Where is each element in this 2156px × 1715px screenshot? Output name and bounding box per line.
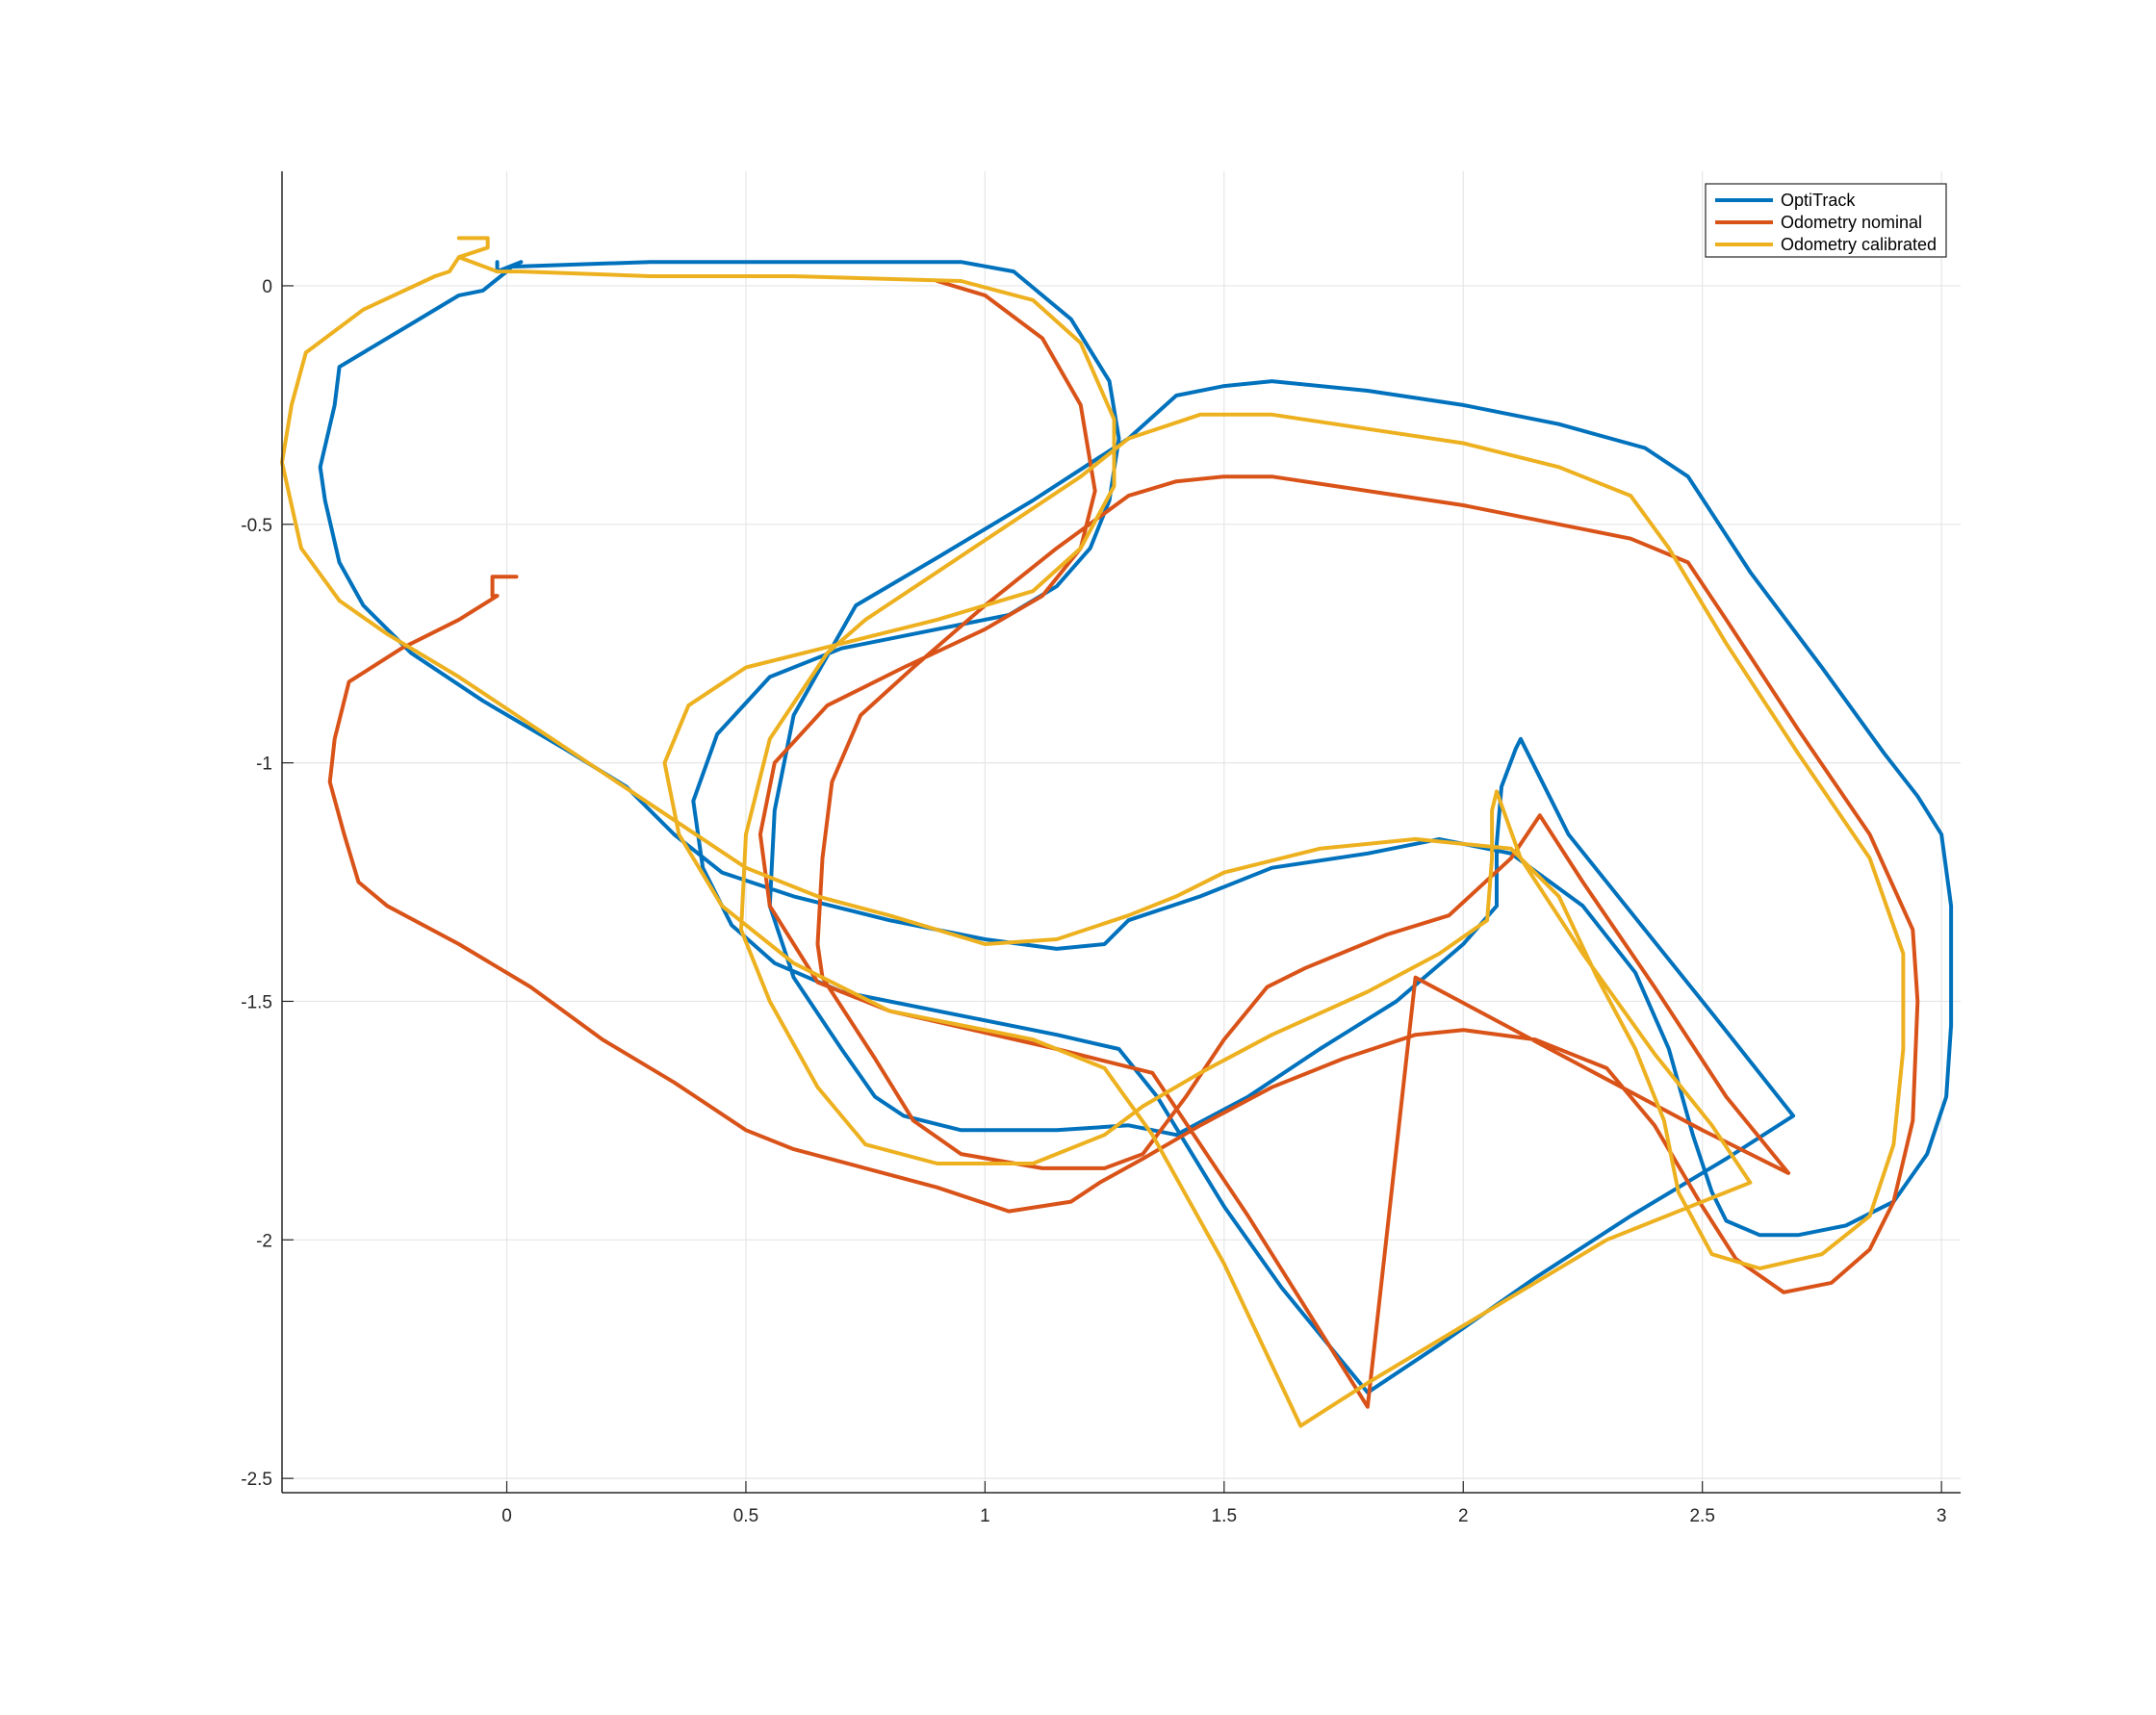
x-tick-label: 3 <box>1937 1506 1947 1526</box>
y-tick-label: -1.5 <box>241 992 272 1012</box>
y-tick-label: -1 <box>256 755 272 775</box>
legend-label-3: Odometry calibrated <box>1781 235 1937 254</box>
plot-lines <box>280 236 1954 1428</box>
y-tick-label: -2.5 <box>241 1470 272 1490</box>
legend-label-2: Odometry nominal <box>1781 213 1922 232</box>
plot-area <box>282 171 1961 1493</box>
y-tick-label: 0 <box>262 277 272 297</box>
x-tick-label: 0 <box>501 1506 512 1526</box>
legend-label-1: OptiTrack <box>1781 191 1856 210</box>
tick-labels: 0 0.5 1 1.5 2 2.5 3 0 -0.5 -1 -1.5 -2 -2.5 <box>241 277 1946 1526</box>
series-line-2 <box>327 279 1920 1409</box>
y-tick-label: -2 <box>256 1231 272 1251</box>
legend[interactable]: OptiTrack Odometry nominal Odometry calibr… <box>1705 183 1947 258</box>
x-tick-label: 2.5 <box>1689 1506 1714 1526</box>
x-tick-label: 1 <box>980 1506 990 1526</box>
x-tick-label: 1.5 <box>1212 1506 1237 1526</box>
x-tick-label: 2 <box>1458 1506 1469 1526</box>
series-line-3 <box>280 236 1906 1428</box>
axes <box>281 171 1961 1494</box>
x-tick-label: 0.5 <box>733 1506 758 1526</box>
y-tick-label: -0.5 <box>241 516 272 536</box>
